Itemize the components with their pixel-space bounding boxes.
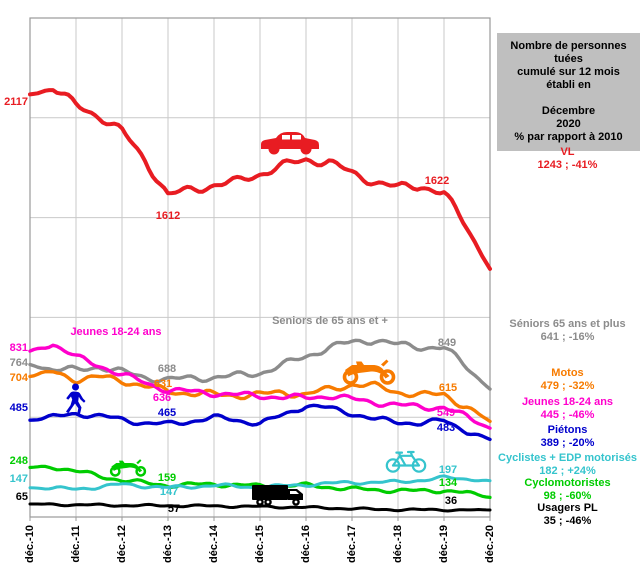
pedestrian-icon xyxy=(64,383,86,415)
series-line-orange xyxy=(28,369,492,424)
info-box-line: Nombre de personnes tuées xyxy=(510,40,627,65)
info-box-line: cumulé sur 12 mois xyxy=(517,66,620,78)
bicycle-icon xyxy=(385,449,427,473)
series-line-red xyxy=(28,88,492,271)
info-box-line xyxy=(500,92,637,105)
car-icon xyxy=(259,129,321,156)
moped-icon xyxy=(108,453,148,480)
motorcycle-icon xyxy=(340,355,398,385)
series-line-blue xyxy=(28,403,492,442)
info-box-line: 2020 xyxy=(556,118,581,130)
info-box-line: établi en xyxy=(546,79,591,91)
series-line-green xyxy=(28,464,492,499)
series-line-magenta xyxy=(28,343,492,430)
info-box-line: Décembre xyxy=(541,105,596,117)
info-box: Nombre de personnes tuées cumulé sur 12 m… xyxy=(497,33,640,151)
series-line-black xyxy=(28,502,492,513)
truck-icon xyxy=(251,482,307,507)
info-box-line: % par rapport à 2010 xyxy=(514,131,623,143)
